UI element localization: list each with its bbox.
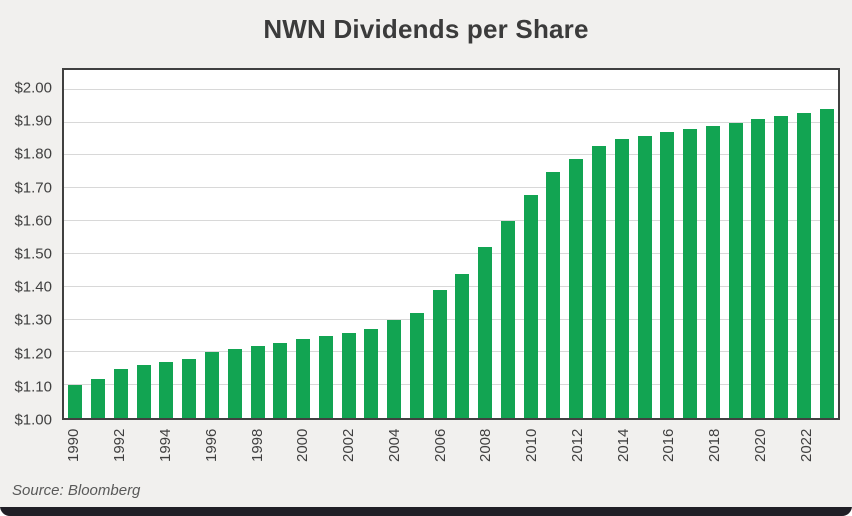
bar (546, 171, 561, 418)
bar (523, 194, 538, 418)
bar (796, 112, 811, 418)
bar (774, 115, 789, 418)
bar (660, 132, 675, 418)
x-tick-label: 2014 (614, 428, 632, 462)
bar (250, 345, 265, 418)
x-tick-label: 2016 (660, 428, 678, 462)
y-tick-label: $1.20 (14, 345, 52, 363)
x-axis: 1990 1992 1994 1996 1998 2000 2002 2004 2006 2008… (62, 420, 840, 470)
gridline (64, 384, 838, 386)
bar (387, 319, 402, 418)
chart-title: NWN Dividends per Share (263, 14, 589, 44)
gridline (64, 154, 838, 156)
gridline (64, 285, 838, 287)
gridline (64, 351, 838, 353)
x-tick-label: 1998 (248, 428, 266, 462)
x-tick-label: 2000 (294, 428, 312, 462)
y-tick-label: $1.50 (14, 245, 52, 263)
bar (136, 365, 151, 418)
gridline (64, 121, 838, 123)
y-tick-label: $1.10 (14, 378, 52, 396)
bar (728, 122, 743, 418)
bar (409, 312, 424, 418)
y-tick-label: $1.30 (14, 311, 52, 329)
x-tick-label: 2022 (797, 428, 815, 462)
bar (68, 385, 83, 418)
bar (569, 158, 584, 418)
x-tick-label: 1990 (65, 428, 83, 462)
bar (364, 329, 379, 418)
x-tick-label: 2004 (385, 428, 403, 462)
gridline (64, 187, 838, 189)
bar (227, 349, 242, 418)
gridline (64, 88, 838, 90)
x-tick-label: 1996 (202, 428, 220, 462)
x-tick-label: 2020 (751, 428, 769, 462)
y-tick-label: $1.40 (14, 278, 52, 296)
bar (318, 335, 333, 418)
y-tick-label: $1.60 (14, 212, 52, 230)
bar (637, 135, 652, 418)
bar (591, 145, 606, 418)
bar (500, 221, 515, 418)
y-tick-label: $1.90 (14, 112, 52, 130)
x-tick-label: 2002 (340, 428, 358, 462)
bar (683, 129, 698, 418)
y-axis: $1.00 $1.10 $1.20 $1.30 $1.40 $1.50 $1.60 $1.70… (0, 68, 56, 428)
gridline (64, 220, 838, 222)
bar (819, 109, 834, 418)
x-tick-label: 2008 (477, 428, 495, 462)
bar (705, 125, 720, 418)
bar (478, 247, 493, 418)
bar (91, 378, 106, 418)
x-tick-label: 1992 (111, 428, 129, 462)
bar (182, 358, 197, 418)
source-note: Source: Bloomberg (12, 482, 141, 499)
x-tick-label: 1994 (156, 428, 174, 462)
y-tick-label: $1.70 (14, 179, 52, 197)
bar (432, 289, 447, 418)
y-tick-label: $1.80 (14, 145, 52, 163)
x-tick-label: 2010 (523, 428, 541, 462)
bar (455, 273, 470, 418)
x-tick-label: 2006 (431, 428, 449, 462)
bottom-strip (0, 507, 852, 516)
bar (159, 362, 174, 418)
bar (113, 368, 128, 418)
y-tick-label: $2.00 (14, 79, 52, 97)
gridline (64, 252, 838, 254)
plot-area (62, 68, 840, 420)
gridline (64, 318, 838, 320)
bar (614, 138, 629, 418)
bar (751, 119, 766, 418)
y-tick-label: $1.00 (14, 411, 52, 429)
x-tick-label: 2012 (568, 428, 586, 462)
bar (296, 339, 311, 418)
bar (204, 352, 219, 418)
bar (273, 342, 288, 418)
bar (341, 332, 356, 418)
x-tick-label: 2018 (706, 428, 724, 462)
